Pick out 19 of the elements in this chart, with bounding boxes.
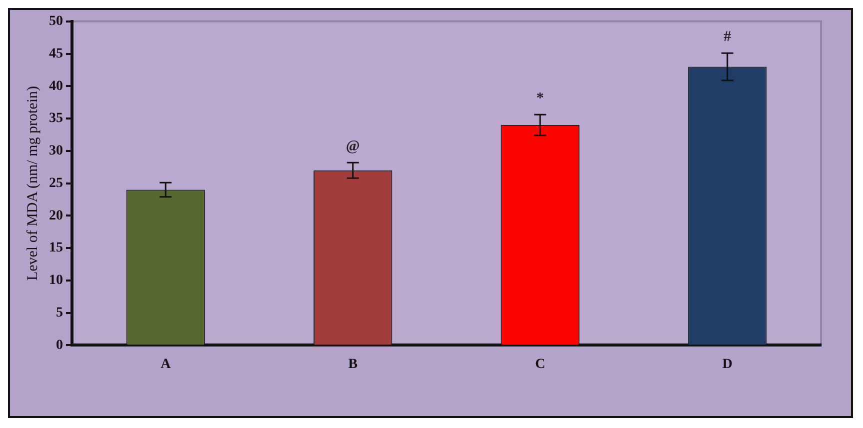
- x-tick-label: B: [348, 357, 358, 372]
- y-tick-label: 0: [56, 338, 63, 353]
- annotation: @: [346, 138, 360, 154]
- y-tick-label: 20: [49, 208, 63, 224]
- y-tick-label: 30: [49, 144, 63, 159]
- y-tick-label: 50: [49, 14, 63, 30]
- y-axis-title: Level of MDA (nm/ mg protein): [24, 86, 41, 281]
- y-tick-label: 10: [49, 273, 63, 288]
- y-tick-label: 25: [49, 176, 63, 191]
- annotation: *: [536, 90, 544, 107]
- y-tick-label: 40: [49, 78, 63, 94]
- x-tick-label: C: [535, 357, 546, 372]
- x-tick-label: A: [160, 357, 172, 372]
- annotation: #: [724, 29, 732, 46]
- y-tick-label: 45: [49, 46, 63, 62]
- x-tick-label: D: [722, 357, 732, 372]
- y-tick-label: 35: [49, 111, 63, 126]
- y-tick-label: 15: [49, 240, 63, 256]
- y-tick-label: 5: [56, 305, 63, 320]
